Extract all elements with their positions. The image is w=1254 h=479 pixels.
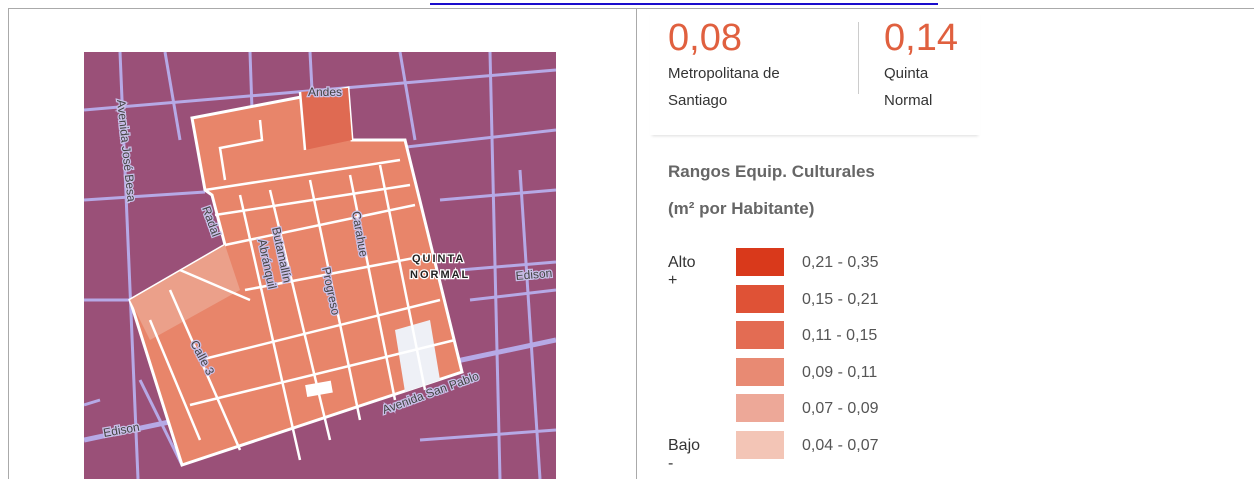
street-label: Edison — [515, 266, 553, 283]
stat: 0,14 Quinta Normal — [884, 18, 974, 114]
legend-range: 0,21 - 0,35 — [802, 254, 879, 271]
legend-swatch — [736, 394, 784, 422]
legend-swatch — [736, 321, 784, 349]
legend-low-label: Bajo - — [668, 436, 701, 472]
legend-high-label: Alto + — [668, 254, 696, 289]
block — [130, 245, 240, 340]
border — [636, 8, 637, 479]
legend-swatch — [736, 357, 784, 386]
place-label: NORMAL — [410, 269, 470, 281]
legend-swatch — [736, 248, 784, 276]
legend-range: 0,15 - 0,21 — [802, 290, 879, 308]
stat-label: Quinta Normal — [884, 65, 933, 109]
stat-value: 0,14 — [884, 17, 958, 59]
legend-title: Rangos Equip. Culturales — [668, 162, 875, 181]
legend-range: 0,04 - 0,07 — [802, 436, 879, 454]
legend-swatch — [736, 430, 784, 459]
legend-subtitle: (m² por Habitante) — [668, 199, 815, 218]
link[interactable] — [430, 0, 938, 5]
stat-value: 0,08 — [668, 17, 742, 59]
border — [8, 8, 1254, 9]
street-label: Andes — [308, 85, 342, 99]
legend-range: 0,07 - 0,09 — [802, 400, 879, 417]
legend-swatch — [736, 284, 784, 313]
streets — [148, 91, 456, 461]
block — [300, 88, 352, 150]
block — [305, 380, 333, 397]
legend-range: 0,09 - 0,11 — [802, 363, 878, 381]
stat-label: Metropolitana de Santiago — [668, 65, 780, 109]
separator — [858, 22, 859, 94]
stat: 0,08 Metropolitana de Santiago — [668, 18, 838, 114]
place-label: QUINTA — [412, 253, 465, 265]
legend-range: 0,11 - 0,15 — [802, 327, 878, 344]
border — [8, 8, 9, 479]
map: Andes Avenida José Besa Radal Butamallín… — [84, 52, 556, 479]
